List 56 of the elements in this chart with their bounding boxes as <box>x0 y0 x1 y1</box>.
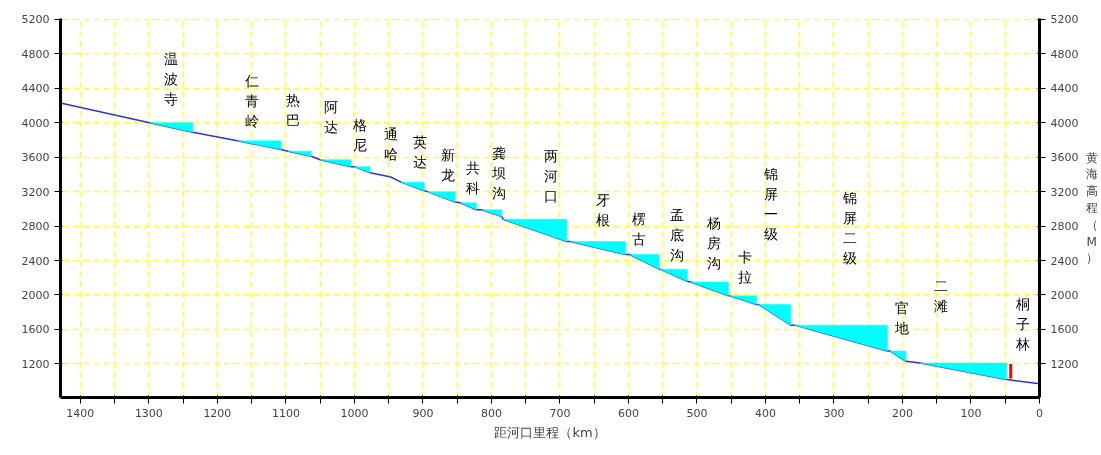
y2-tick-label: 1600 <box>1050 323 1079 337</box>
y2-tick-label: 5200 <box>1050 13 1079 27</box>
x-tick-label: 700 <box>549 406 571 420</box>
x-tick-label: 400 <box>754 406 776 420</box>
annotation: 格尼 <box>352 116 368 153</box>
y2-tick-label: 2400 <box>1050 254 1079 268</box>
x-tick-label: 300 <box>823 406 845 420</box>
x-tick-label: 600 <box>617 406 639 420</box>
x-tick-label: 100 <box>960 406 982 420</box>
y2-axis-title: 黄海高程（M） <box>1086 150 1099 266</box>
y-tick-label: 2400 <box>21 254 50 268</box>
y-tick-label: 4000 <box>21 116 50 130</box>
y2-tick-label: 1200 <box>1050 357 1079 371</box>
x-tick-label: 500 <box>686 406 708 420</box>
annotation: 英达 <box>413 133 428 170</box>
annotation: 卡拉 <box>737 249 752 286</box>
annotation: 楞古 <box>632 211 647 248</box>
x-tick-label: 1200 <box>203 406 232 420</box>
annotation: 共科 <box>466 159 481 196</box>
x-tick-label: 1100 <box>271 406 300 420</box>
x-tick-label: 0 <box>1036 406 1043 420</box>
y-tick-label: 1600 <box>21 323 50 337</box>
y2-tick-label: 2000 <box>1050 289 1079 302</box>
y-tick-label: 1200 <box>21 357 50 371</box>
annotation: 二滩 <box>933 277 948 314</box>
y-tick-label: 4400 <box>21 82 50 96</box>
annotation: 孟底沟 <box>670 207 685 264</box>
annotation: 桐子林 <box>1014 295 1030 352</box>
y2-tick-label: 2800 <box>1050 220 1079 234</box>
x-tick-label: 1000 <box>340 406 369 420</box>
x-tick-label: 800 <box>480 406 502 420</box>
y-tick-label: 2800 <box>21 220 50 234</box>
y-tick-label: 3200 <box>21 185 50 199</box>
annotation: 锦屏二级 <box>841 189 857 266</box>
x-tick-label: 900 <box>412 406 434 420</box>
y2-tick-label: 4800 <box>1050 47 1079 61</box>
y-tick-label: 5200 <box>21 13 50 27</box>
y-tick-label: 3600 <box>21 151 50 165</box>
annotation: 新龙 <box>441 146 456 183</box>
x-axis-title: 距河口里程（km） <box>494 424 606 440</box>
annotation: 杨房沟 <box>706 214 722 271</box>
annotation: 牙根 <box>595 191 610 228</box>
y-tick-label: 4800 <box>21 47 50 61</box>
y2-tick-label: 3200 <box>1050 185 1079 199</box>
annotation: 通哈 <box>383 126 398 163</box>
x-tick-label: 1300 <box>134 406 163 420</box>
x-tick-label: 1400 <box>66 406 95 420</box>
y-tick-label: 2000 <box>21 289 50 302</box>
x-tick-label: 200 <box>891 406 913 420</box>
annotation: 热巴 <box>286 92 301 129</box>
annotation: 阿达 <box>323 98 338 135</box>
y2-tick-label: 3600 <box>1050 151 1079 165</box>
annotation: 温波寺 <box>163 51 178 108</box>
y2-tick-label: 4000 <box>1050 116 1079 130</box>
annotation: 龚坝沟 <box>490 144 506 201</box>
y2-tick-label: 4400 <box>1050 82 1079 96</box>
